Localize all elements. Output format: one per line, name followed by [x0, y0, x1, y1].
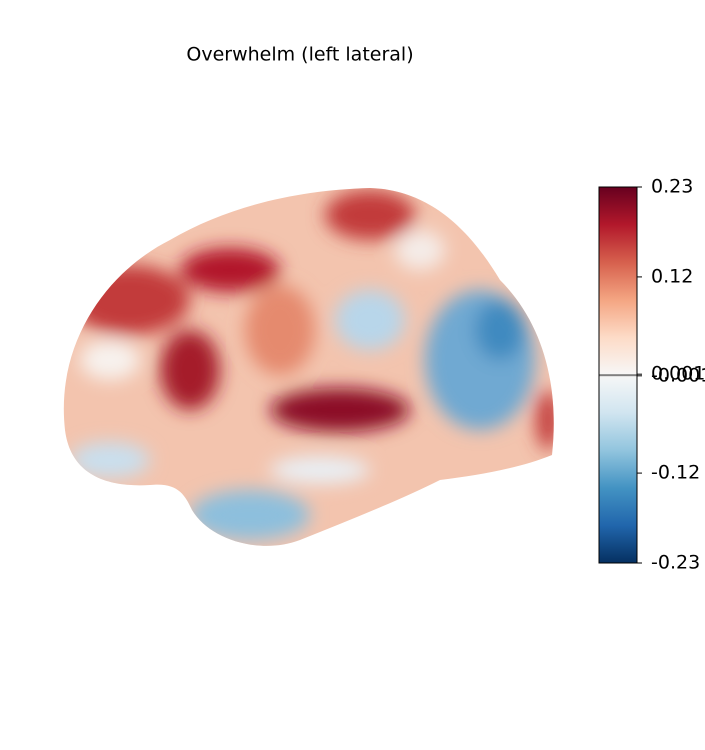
chart-title: Overwhelm (left lateral): [186, 44, 413, 66]
tick-label: 0.001: [651, 363, 705, 385]
threshold-band: [599, 374, 637, 377]
tick-label: -0.12: [651, 462, 700, 484]
brain-surface: [63, 188, 554, 546]
tick-label: -0.23: [651, 552, 700, 574]
tick-label: -0.001: [651, 364, 705, 386]
colorbar: 0.23 0.12 0.001-0.001 -0.12 -0.23: [598, 176, 705, 574]
tick-label: 0.23: [651, 176, 693, 198]
colorbar-frame: [598, 186, 638, 564]
tick-label: 0.12: [651, 265, 693, 287]
